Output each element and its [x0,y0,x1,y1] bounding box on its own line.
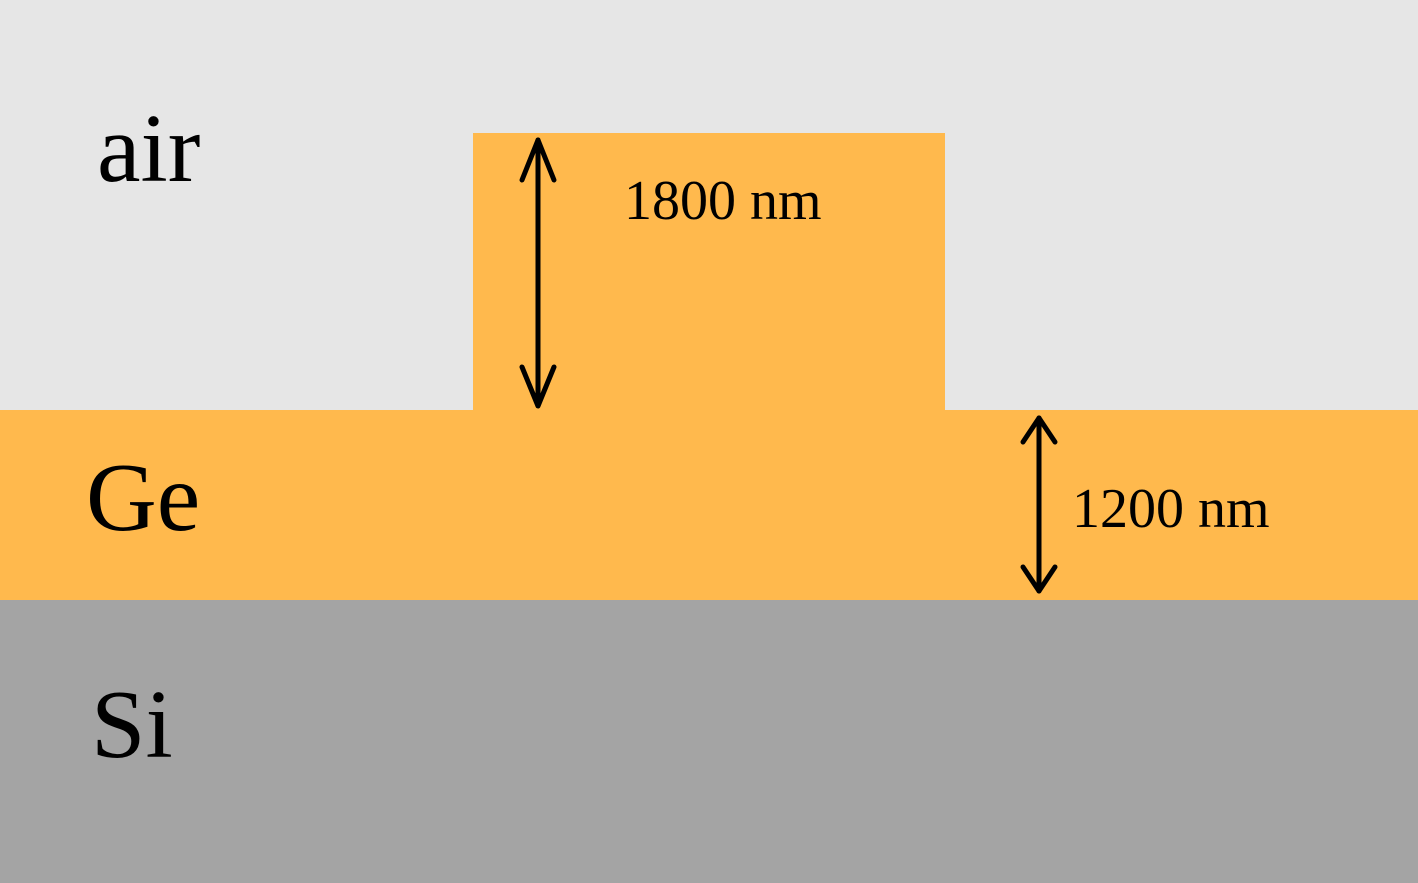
ridge-height-arrow [519,137,557,409]
si-substrate [0,599,1418,883]
slab-thickness-arrow [1020,415,1058,594]
ge-slab [0,410,1418,600]
si-label: Si [91,671,173,779]
ge-label: Ge [86,444,200,552]
slab-thickness-label: 1200 nm [1072,478,1270,540]
air-label: air [97,95,200,203]
ridge-height-label: 1800 nm [624,170,822,232]
